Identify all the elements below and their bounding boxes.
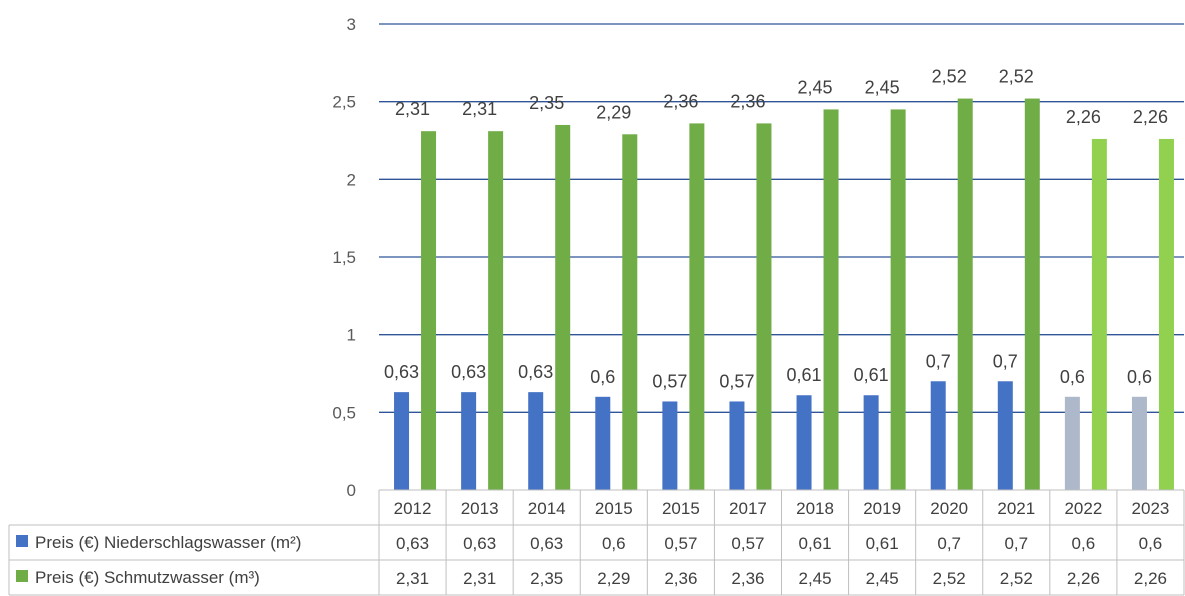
table-cell: 2,29 — [597, 569, 630, 588]
bar-schmutzwasser — [421, 131, 437, 490]
legend-entry: Preis (€) Niederschlagswasser (m²) — [35, 533, 301, 552]
bar-niederschlagswasser — [863, 395, 879, 490]
y-tick-label: 2,5 — [332, 93, 356, 112]
data-label-schmutzwasser: 2,52 — [932, 67, 967, 87]
data-label-schmutzwasser: 2,45 — [798, 77, 833, 97]
bar-niederschlagswasser — [461, 392, 477, 490]
bar-niederschlagswasser — [796, 395, 812, 490]
table-cell: 2,31 — [463, 569, 496, 588]
bar-niederschlagswasser — [1064, 396, 1080, 490]
data-label-niederschlagswasser: 0,7 — [926, 351, 951, 371]
table-cell: 0,6 — [1139, 534, 1163, 553]
table-cell: 2,31 — [396, 569, 429, 588]
table-cell: 0,6 — [602, 534, 626, 553]
bar-schmutzwasser — [488, 131, 504, 490]
bar-schmutzwasser — [689, 123, 705, 490]
y-tick-label: 1 — [347, 326, 356, 345]
bar-schmutzwasser — [756, 123, 772, 490]
bar-schmutzwasser — [622, 134, 638, 490]
table-cell: 0,63 — [396, 534, 429, 553]
table-cell: 0,61 — [798, 534, 831, 553]
bar-schmutzwasser — [823, 109, 839, 490]
table-cell: 2,26 — [1134, 569, 1167, 588]
data-label-niederschlagswasser: 0,63 — [451, 362, 486, 382]
bar-niederschlagswasser — [394, 392, 410, 490]
table-cell: 0,63 — [530, 534, 563, 553]
data-label-schmutzwasser: 2,26 — [1066, 107, 1101, 127]
x-tick-label: 2017 — [729, 499, 767, 518]
data-label-schmutzwasser: 2,45 — [865, 77, 900, 97]
data-label-schmutzwasser: 2,35 — [529, 93, 564, 113]
table-cell: 0,7 — [937, 534, 961, 553]
data-label-niederschlagswasser: 0,63 — [384, 362, 419, 382]
legend-key — [16, 535, 28, 547]
data-label-niederschlagswasser: 0,7 — [993, 351, 1018, 371]
table-cell: 2,36 — [731, 569, 764, 588]
x-tick-label: 2019 — [863, 499, 901, 518]
table-cell: 2,36 — [664, 569, 697, 588]
y-tick-label: 2 — [347, 170, 356, 189]
y-tick-label: 0,5 — [332, 403, 356, 422]
data-label-niederschlagswasser: 0,61 — [854, 365, 889, 385]
x-tick-label: 2023 — [1132, 499, 1170, 518]
data-label-schmutzwasser: 2,36 — [663, 91, 698, 111]
table-cell: 0,63 — [463, 534, 496, 553]
data-label-schmutzwasser: 2,31 — [395, 99, 430, 119]
bar-schmutzwasser — [1024, 98, 1040, 490]
legend-key — [16, 570, 28, 582]
bar-niederschlagswasser — [662, 401, 678, 490]
table-cell: 2,52 — [933, 569, 966, 588]
table-cell: 2,45 — [798, 569, 831, 588]
bar-niederschlagswasser — [930, 381, 946, 490]
bar-niederschlagswasser — [729, 401, 745, 490]
table-cell: 2,45 — [866, 569, 899, 588]
bar-niederschlagswasser — [997, 381, 1013, 490]
data-label-niederschlagswasser: 0,6 — [1060, 367, 1085, 387]
bar-niederschlagswasser — [595, 396, 611, 490]
data-label-schmutzwasser: 2,26 — [1133, 107, 1168, 127]
x-tick-label: 2012 — [394, 499, 432, 518]
data-label-schmutzwasser: 2,29 — [596, 102, 631, 122]
y-tick-label: 0 — [347, 481, 356, 500]
table-cell: 0,57 — [664, 534, 697, 553]
x-tick-label: 2013 — [461, 499, 499, 518]
data-label-niederschlagswasser: 0,57 — [652, 371, 687, 391]
table-cell: 2,35 — [530, 569, 563, 588]
table-cell: 0,57 — [731, 534, 764, 553]
table-cell: 2,26 — [1067, 569, 1100, 588]
data-label-schmutzwasser: 2,52 — [999, 67, 1034, 87]
data-label-niederschlagswasser: 0,6 — [590, 367, 615, 387]
bar-schmutzwasser — [1091, 138, 1107, 491]
data-label-niederschlagswasser: 0,6 — [1127, 367, 1152, 387]
bar-schmutzwasser — [957, 98, 973, 490]
x-tick-label: 2020 — [930, 499, 968, 518]
table-cell: 0,7 — [1004, 534, 1028, 553]
data-label-niederschlagswasser: 0,61 — [787, 365, 822, 385]
legend-entry: Preis (€) Schmutzwasser (m³) — [35, 568, 260, 587]
x-tick-label: 2015 — [595, 499, 633, 518]
data-label-niederschlagswasser: 0,57 — [719, 371, 754, 391]
y-tick-label: 1,5 — [332, 248, 356, 267]
bar-niederschlagswasser — [1131, 396, 1147, 490]
x-tick-label: 2014 — [528, 499, 566, 518]
x-tick-label: 2022 — [1064, 499, 1102, 518]
bar-schmutzwasser — [890, 109, 906, 490]
table-cell: 2,52 — [1000, 569, 1033, 588]
data-label-schmutzwasser: 2,36 — [730, 91, 765, 111]
bar-schmutzwasser — [555, 124, 571, 490]
bar-schmutzwasser — [1158, 138, 1174, 491]
y-tick-label: 3 — [347, 15, 356, 34]
bar-niederschlagswasser — [528, 392, 544, 490]
x-tick-label: 2015 — [662, 499, 700, 518]
x-tick-label: 2021 — [997, 499, 1035, 518]
x-tick-label: 2018 — [796, 499, 834, 518]
data-label-schmutzwasser: 2,31 — [462, 99, 497, 119]
data-label-niederschlagswasser: 0,63 — [518, 362, 553, 382]
table-cell: 0,6 — [1072, 534, 1096, 553]
table-cell: 0,61 — [866, 534, 899, 553]
